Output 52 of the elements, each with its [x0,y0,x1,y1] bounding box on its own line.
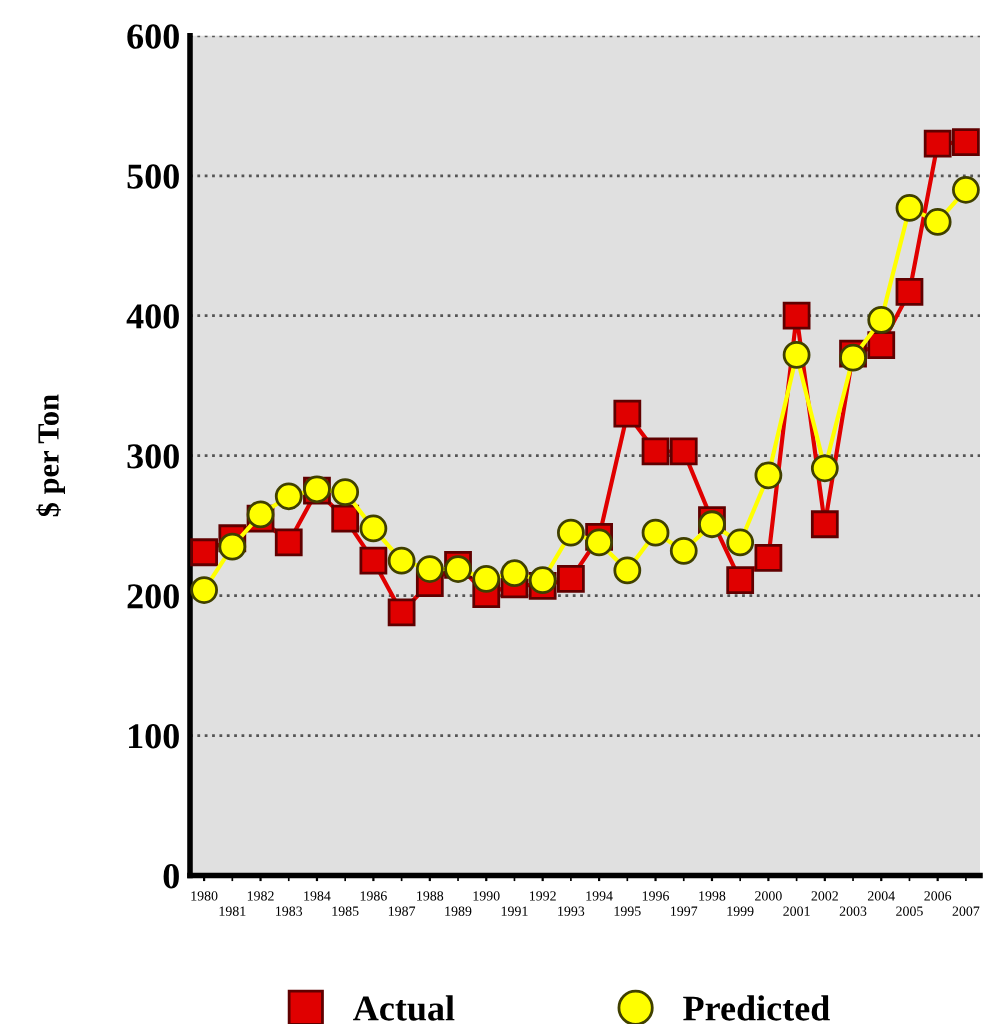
point [810,454,839,483]
y-tick-label: 100 [129,724,179,749]
point [867,331,896,360]
y-tick-label: 300 [127,444,179,469]
point [359,514,388,543]
point [500,559,529,588]
point [726,566,755,595]
point [472,564,501,593]
point [726,528,755,557]
point [331,504,360,533]
point [867,306,896,334]
point [923,208,952,236]
point [359,546,388,575]
point [754,543,783,572]
y-tick-label: 600 [127,24,179,49]
point [698,510,726,539]
point [557,564,585,593]
legend-label: Actual [353,995,455,1021]
point [585,528,613,557]
point [557,518,585,547]
point [641,437,670,466]
point [613,556,642,585]
point [669,437,698,466]
point [810,510,839,539]
y-tick-label: 0 [163,864,179,889]
legend-label: Predicted [683,995,830,1021]
y-tick-label: 500 [127,164,179,189]
point [895,194,924,222]
point [754,461,783,490]
point [274,482,303,511]
point [190,576,218,604]
point [331,478,360,506]
y-tick-label: 200 [127,584,179,609]
point [613,399,642,428]
point [952,175,980,204]
point [669,536,698,565]
point [641,518,670,547]
point [387,546,416,575]
point [444,555,472,583]
y-tick-label: 400 [126,304,179,329]
point [218,532,247,561]
point [387,598,416,627]
point [782,301,811,330]
point [952,128,980,157]
point [190,538,218,567]
point [923,129,952,158]
point [528,566,557,595]
point [415,555,444,583]
point [782,341,811,369]
point [274,528,303,557]
point [895,278,924,306]
y-axis-title: $ per Ton [36,394,65,517]
